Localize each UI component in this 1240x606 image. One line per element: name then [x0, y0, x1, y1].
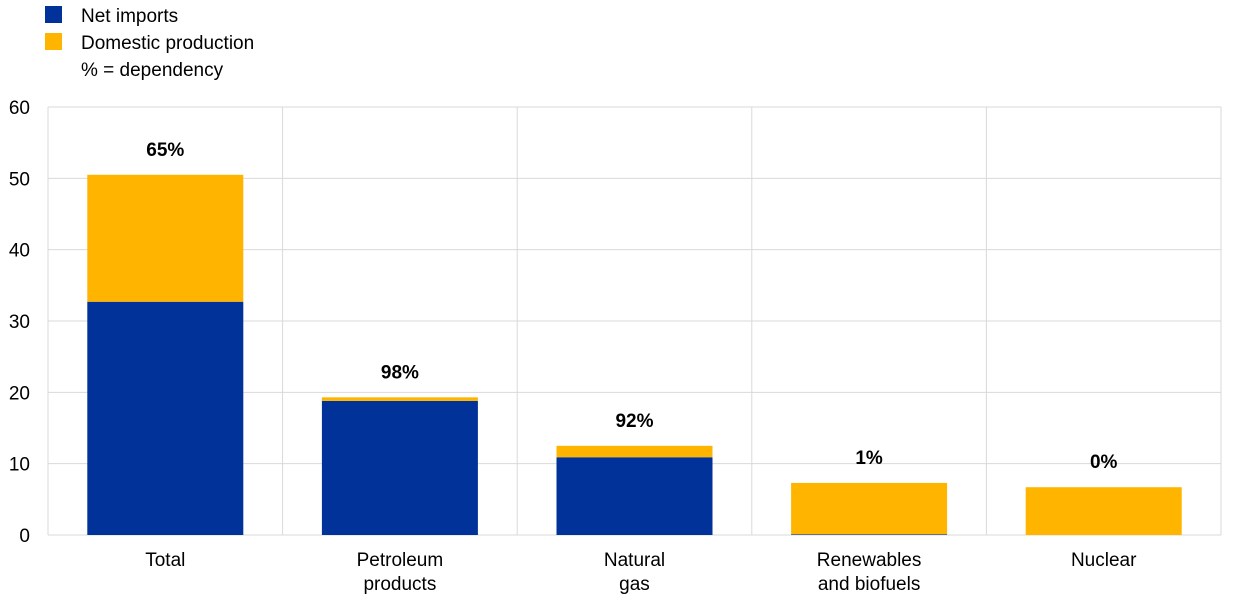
data-label: 1%	[855, 448, 883, 469]
y-tick-label: 30	[9, 312, 30, 333]
y-tick-label: 20	[9, 383, 30, 404]
data-label: 0%	[1090, 452, 1118, 473]
data-label: 92%	[615, 411, 653, 432]
x-tick-label: Natural	[604, 550, 665, 571]
legend-swatch	[45, 6, 62, 23]
bar-net-imports	[87, 301, 244, 535]
y-tick-label: 0	[19, 526, 30, 547]
x-tick-label: and biofuels	[818, 574, 920, 595]
x-tick-label: Total	[145, 550, 185, 571]
legend-label: Net imports	[81, 6, 178, 27]
x-tick-label: Petroleum	[357, 550, 444, 571]
y-tick-label: 60	[9, 98, 30, 119]
bar-net-imports	[556, 457, 713, 535]
y-tick-label: 50	[9, 169, 30, 190]
bar-net-imports	[791, 534, 948, 535]
bar-domestic-production	[87, 174, 244, 302]
x-tick-label: products	[363, 574, 436, 595]
x-tick-label: Renewables	[817, 550, 922, 571]
legend-swatch	[45, 33, 62, 50]
data-label: 98%	[381, 362, 419, 383]
bar-domestic-production	[321, 397, 478, 401]
bar-net-imports	[321, 400, 478, 535]
x-tick-label: gas	[619, 574, 650, 595]
y-tick-label: 40	[9, 241, 30, 262]
legend-label: Domestic production	[81, 33, 254, 54]
legend-note: % = dependency	[81, 60, 224, 81]
y-tick-label: 10	[9, 455, 30, 476]
bar-domestic-production	[791, 482, 948, 535]
bar-domestic-production	[1025, 487, 1182, 535]
data-label: 65%	[146, 140, 184, 161]
x-tick-label: Nuclear	[1071, 550, 1137, 571]
bar-domestic-production	[556, 445, 713, 458]
